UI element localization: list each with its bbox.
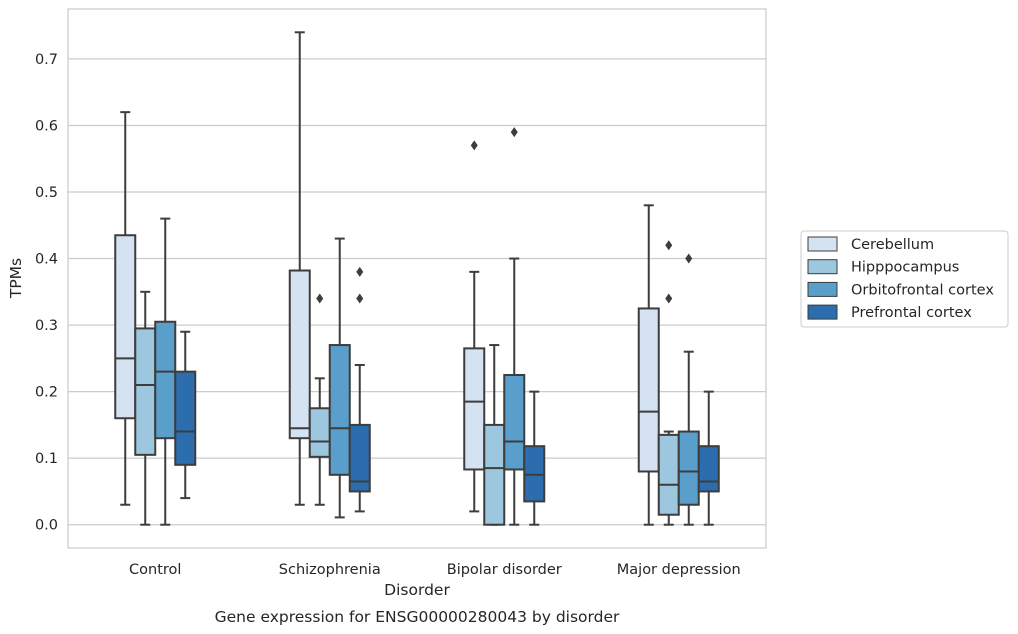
box-cerebellum (288, 31, 311, 506)
box-body (288, 269, 311, 440)
box-prefrontal-cortex (348, 266, 371, 513)
box-body (697, 445, 720, 493)
legend-swatch (807, 304, 838, 320)
legend-swatch (807, 259, 838, 275)
y-tick-label: 0.7 (35, 52, 58, 68)
box-body (503, 373, 526, 471)
box-body (114, 234, 137, 420)
x-tick-label: Control (129, 562, 181, 578)
outlier-marker (316, 293, 324, 304)
plot-frame (67, 8, 767, 549)
box-body (483, 423, 506, 526)
box-body (134, 327, 157, 456)
y-tick-label: 0.4 (35, 252, 58, 268)
outlier-marker (665, 240, 673, 251)
figure-caption: Gene expression for ENSG00000280043 by d… (215, 608, 620, 626)
legend-swatch (807, 236, 838, 252)
box-body (348, 423, 371, 493)
outlier-marker (510, 127, 518, 138)
box-body (308, 407, 331, 458)
box-orbitofrontal-cortex (677, 253, 700, 526)
box-prefrontal-cortex (523, 390, 546, 526)
y-tick-label: 0.1 (35, 451, 58, 467)
legend: Cerebellum Hipppocampus Orbitofrontal cort… (800, 230, 1009, 328)
box-prefrontal-cortex (697, 390, 720, 526)
y-axis-ticks: 0.0 0.1 0.2 0.3 0.4 0.5 0.6 0.7 (35, 52, 58, 534)
y-tick-label: 0.6 (35, 118, 58, 134)
box-cerebellum (637, 204, 660, 526)
x-tick-label: Bipolar disorder (447, 562, 562, 578)
y-tick-label: 0.2 (35, 385, 58, 401)
box-prefrontal-cortex (174, 330, 197, 500)
box-body (677, 430, 700, 506)
box-body (328, 344, 351, 476)
x-tick-label: Schizophrenia (279, 562, 381, 578)
x-axis-ticks: Control Schizophrenia Bipolar disorder Majo… (129, 562, 741, 578)
legend-label: Hipppocampus (851, 260, 959, 276)
outlier-marker (470, 140, 478, 151)
y-tick-label: 0.5 (35, 185, 58, 201)
legend-label: Prefrontal cortex (851, 305, 972, 321)
box-hipppocampus (657, 240, 680, 526)
y-tick-label: 0.0 (35, 518, 58, 534)
box-orbitofrontal-cortex (503, 127, 526, 526)
box-orbitofrontal-cortex (154, 217, 177, 526)
box-body (637, 307, 660, 473)
legend-label: Orbitofrontal cortex (851, 282, 994, 298)
outlier-marker (356, 266, 364, 277)
box-cerebellum (463, 140, 486, 513)
legend-frame (800, 230, 1009, 328)
legend-label: Cerebellum (851, 237, 934, 253)
y-tick-label: 0.3 (35, 318, 58, 334)
x-axis-label: Disorder (384, 581, 450, 599)
box-body (154, 320, 177, 440)
outlier-marker (356, 293, 364, 304)
outlier-marker (685, 253, 693, 264)
x-tick-label: Major depression (617, 562, 741, 578)
legend-swatch (807, 281, 838, 297)
box-body (463, 347, 486, 471)
outlier-marker (665, 293, 673, 304)
box-hipppocampus (483, 344, 506, 526)
box-plot-area (114, 31, 720, 526)
box-cerebellum (114, 111, 137, 506)
y-axis-label: TPMs (7, 258, 25, 299)
box-orbitofrontal-cortex (328, 237, 351, 519)
box-hipppocampus (134, 290, 157, 526)
box-body (174, 370, 197, 466)
box-body (657, 433, 680, 516)
